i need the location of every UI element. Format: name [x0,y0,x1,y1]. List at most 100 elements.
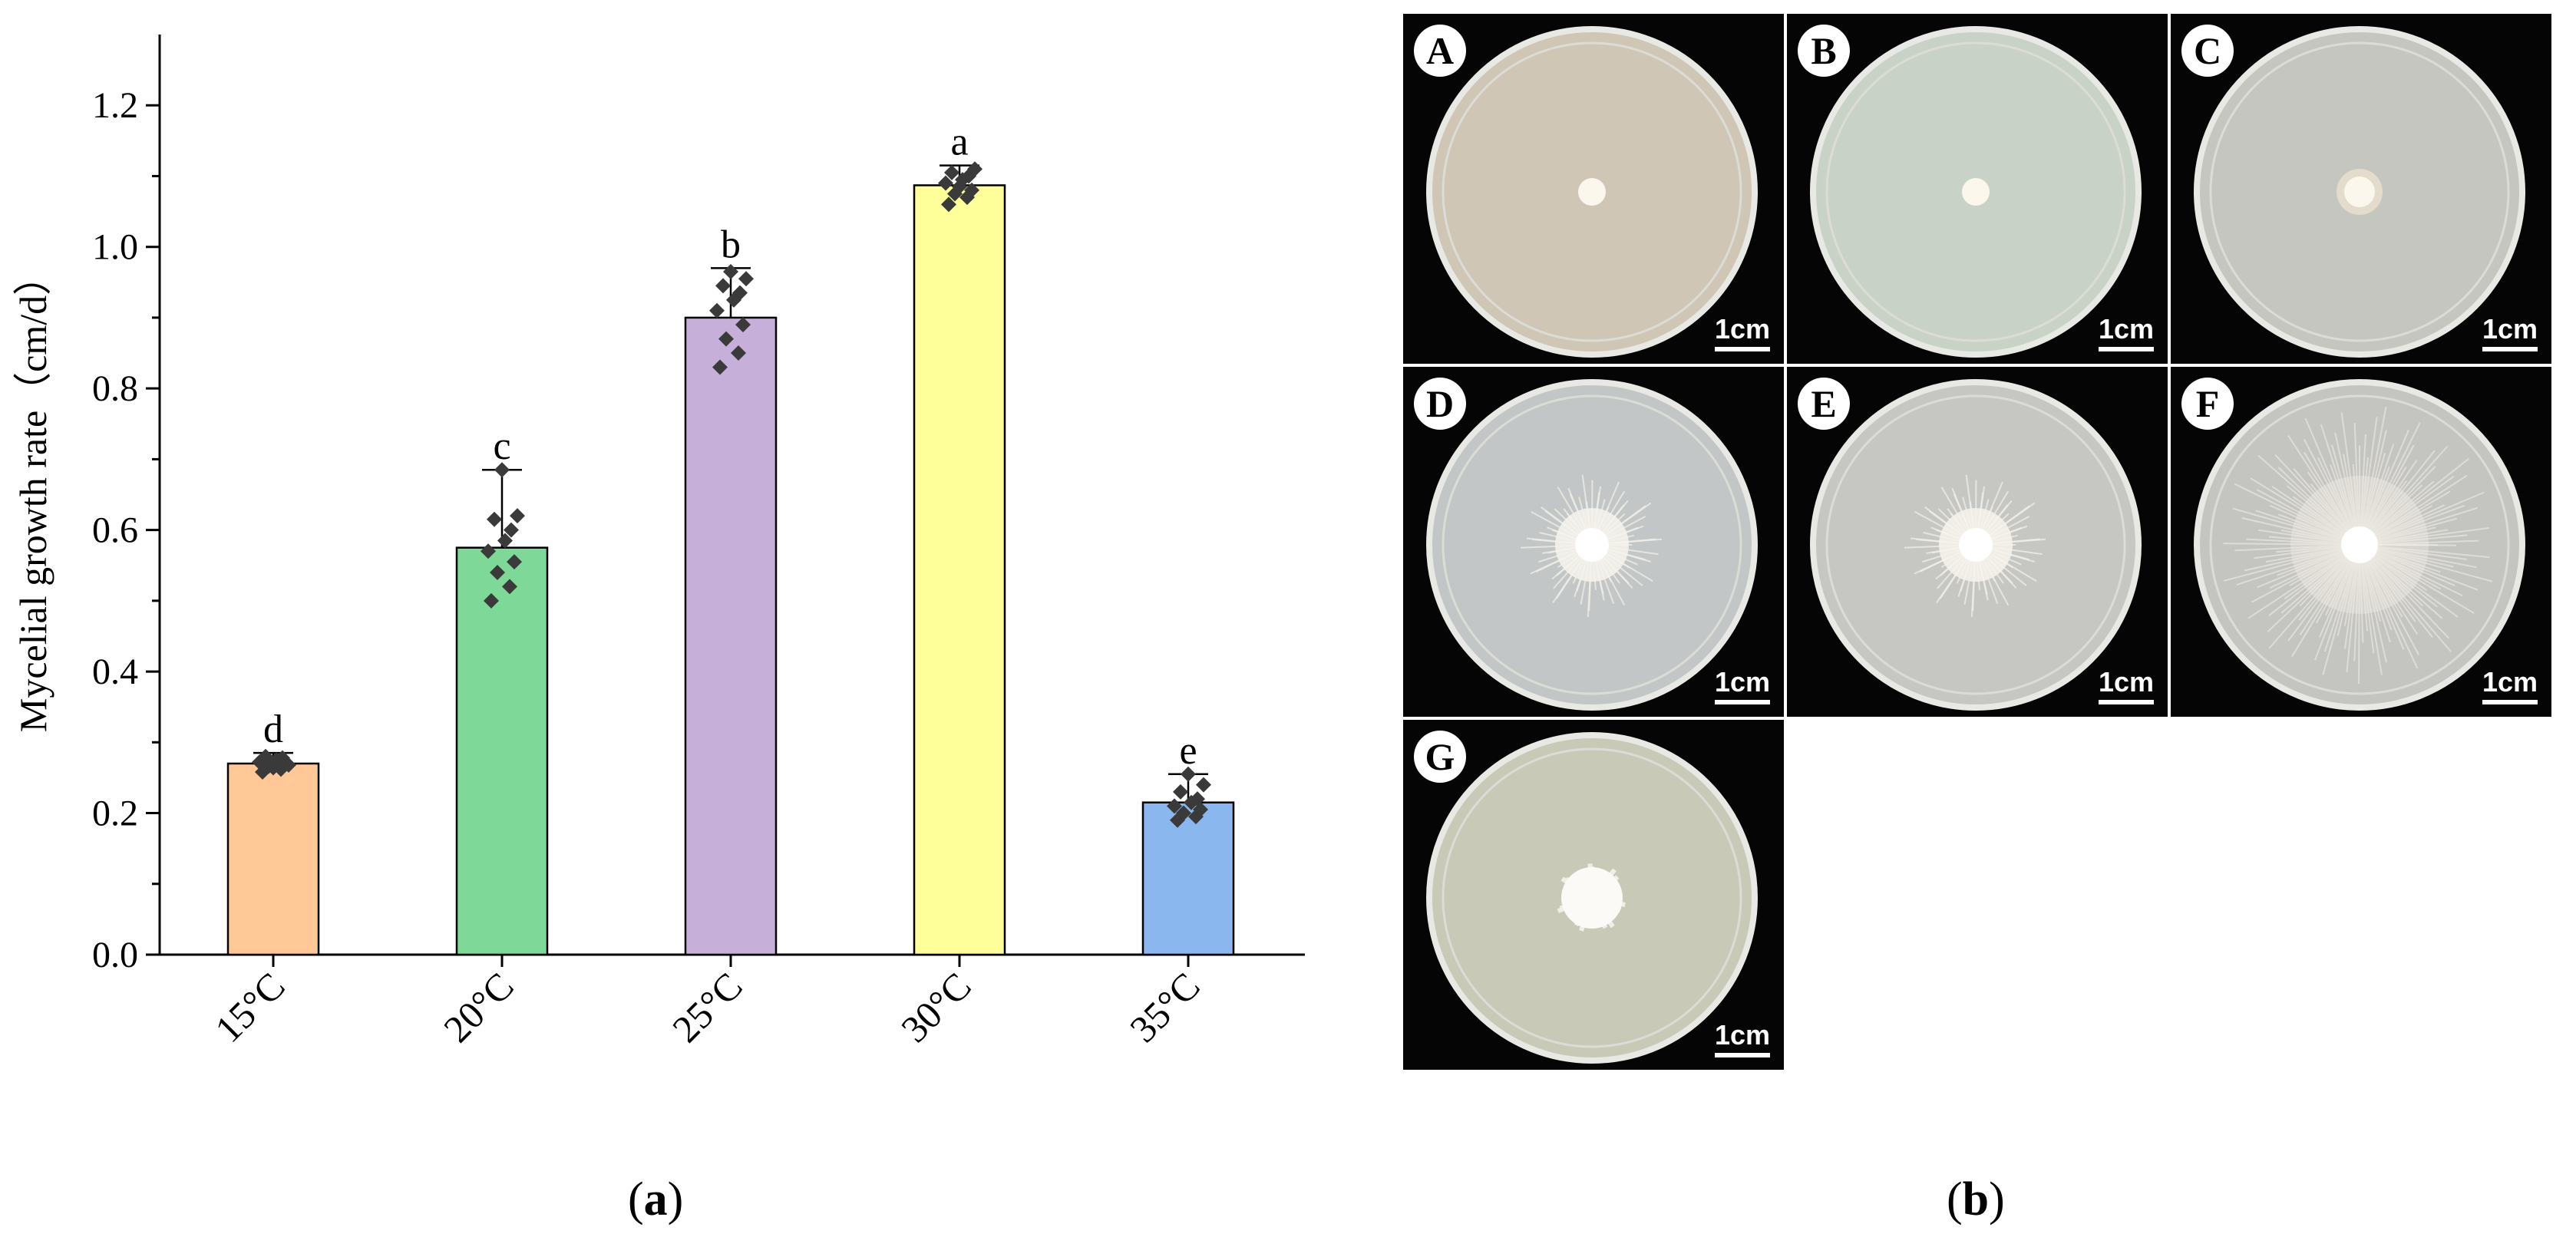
petri-dish-image [1426,379,1758,711]
petri-dish-image [2194,379,2525,711]
data-point [494,462,510,478]
scale-bar-line [1714,347,1770,351]
scale-bar-label: 1cm [2098,666,2154,698]
bar [1141,801,1235,956]
data-point [484,592,499,609]
data-point [944,164,959,180]
plate-photo: G 1cm [1402,718,1785,1071]
caption-b: (b) [1947,1173,2005,1226]
plate-photo: F 1cm [2169,365,2553,718]
scale-bar-label: 1cm [2482,313,2538,345]
x-tick-label: 30°C [893,964,979,1051]
scale-bar-line [2098,347,2154,351]
y-tick-label: 0.6 [92,510,138,551]
x-tick-label: 35°C [1121,964,1208,1051]
y-tick-label: 1.0 [92,227,138,268]
data-point [709,302,725,318]
data-point [487,511,502,527]
scale-bar: 1cm [2098,313,2154,351]
data-point [723,263,738,279]
chart-labels: Mycelial growth rate（cm/d） 15°C d 20°C c 25°C… [12,120,1208,1051]
data-point [964,182,979,198]
scale-bar-label: 1cm [2482,666,2538,698]
plate-label: F [2181,378,2234,430]
significance-letter: a [950,120,968,164]
chart-points [252,161,1211,828]
y-tick-label: 0.4 [92,652,138,692]
data-point [1167,798,1182,814]
scale-bar-line [2098,700,2154,704]
y-tick-label: 0.0 [92,935,138,975]
data-point [732,285,748,301]
bar [684,316,778,956]
data-point [281,757,296,773]
data-point [712,359,728,375]
x-tick-label: 20°C [435,964,522,1051]
scale-bar-label: 1cm [1714,1019,1770,1051]
plate-photo: A 1cm [1402,12,1785,365]
data-point [941,196,956,213]
data-point [481,543,496,559]
petri-dish-image [1810,379,2142,711]
significance-letter: b [721,223,741,266]
data-point [731,345,746,361]
scale-bar-line [1714,1053,1770,1057]
plate-photo: B 1cm [1785,12,2169,365]
petri-dish-image [1810,26,2142,358]
plate-label: E [1798,378,1850,430]
data-point [1181,766,1196,782]
scale-bar-label: 1cm [1714,666,1770,698]
plate-photo-grid: A 1cm B 1cm C 1cm D 1cm E 1cm F 1cm G 1cm [1402,12,2570,1087]
data-point [1176,805,1191,821]
bar [913,184,1006,956]
caption-a: (a) [628,1173,684,1226]
petri-dish-image [2194,26,2525,358]
data-point [507,554,522,570]
chart-axes: 0.0 0.2 0.4 0.6 0.8 1.0 1.2 [92,35,1305,975]
bar [226,762,320,956]
plate-photo: C 1cm [2169,12,2553,365]
data-point [266,760,281,776]
data-point [497,533,513,549]
significance-letter: d [263,708,283,751]
bar-chart: 0.0 0.2 0.4 0.6 0.8 1.0 1.2 Mycelial growth ra… [12,35,1305,1051]
data-point [1190,791,1205,807]
plate-label: A [1414,25,1466,77]
scale-bar-label: 1cm [2098,313,2154,345]
bar [455,546,549,956]
scale-bar-line [2482,347,2538,351]
data-point [735,317,751,333]
data-point [967,161,983,177]
scale-bar: 1cm [2482,313,2538,351]
y-tick-label: 0.2 [92,793,138,834]
data-point [718,331,734,347]
scale-bar: 1cm [2098,666,2154,704]
data-point [502,579,517,595]
scale-bar: 1cm [1714,666,1770,704]
plate-label: G [1414,731,1466,783]
data-point [490,564,505,580]
x-tick-label: 15°C [206,964,293,1051]
y-tick-label: 0.8 [92,368,138,409]
plate-label: B [1798,25,1850,77]
y-axis-label: Mycelial growth rate（cm/d） [12,257,54,732]
data-point [504,522,519,538]
petri-dish-image [1426,26,1758,358]
scale-bar: 1cm [1714,1019,1770,1057]
petri-dish-image [1426,732,1758,1064]
data-point [1196,777,1211,793]
scale-bar-line [2482,700,2538,704]
plate-photo: D 1cm [1402,365,1785,718]
plate-photo: E 1cm [1785,365,2169,718]
y-tick-label: 1.2 [92,85,138,126]
scale-bar-line [1714,700,1770,704]
scale-bar-label: 1cm [1714,313,1770,345]
significance-letter: c [493,424,510,468]
data-point [510,508,525,524]
chart-bars [226,184,1235,956]
data-point [1173,784,1188,800]
significance-letter: e [1179,729,1197,773]
plate-label: C [2181,25,2234,77]
data-point [258,748,273,764]
x-tick-label: 25°C [664,964,751,1051]
